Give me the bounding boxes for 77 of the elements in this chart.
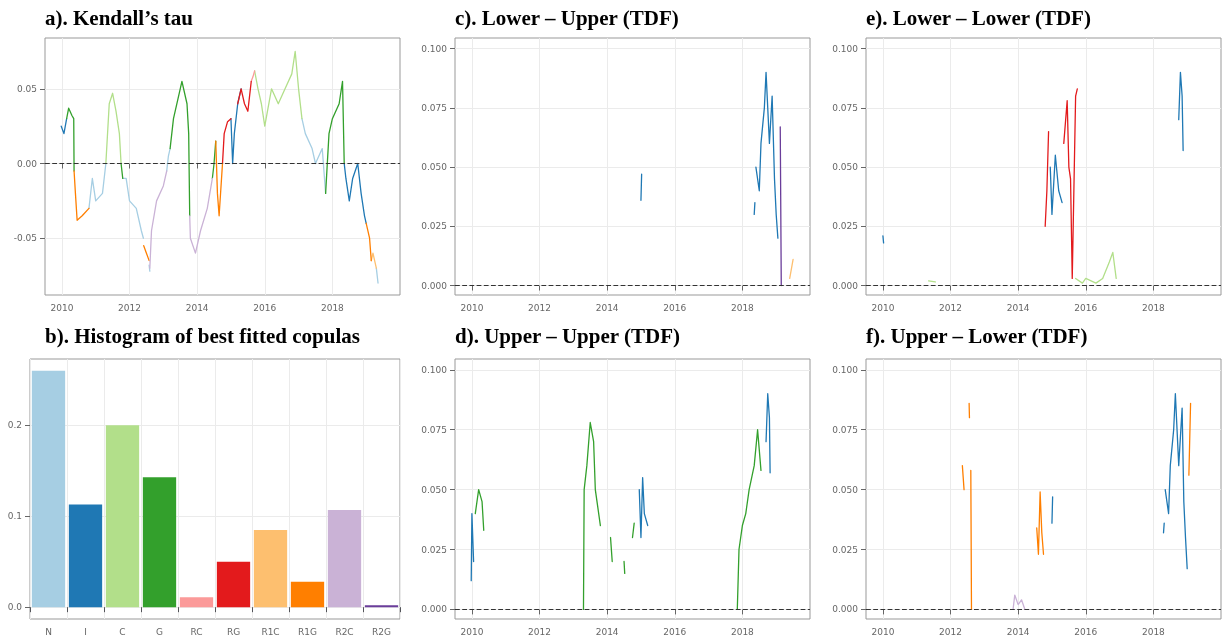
chart-title: d). Upper – Upper (TDF) [455,323,681,348]
y-tick-label: 0.050 [421,484,448,495]
x-tick-label: N [45,626,52,637]
bar [290,581,325,608]
x-tick-label: 2012 [528,626,552,637]
bar [216,561,251,608]
y-tick-label: 0.100 [831,364,858,375]
y-tick-label: 0.000 [831,604,858,615]
x-tick-label: I [84,626,87,637]
bar [68,504,103,608]
x-tick-label: 2014 [1006,302,1030,313]
x-tick-label: 2016 [1073,302,1098,313]
x-tick-label: 2010 [460,626,484,637]
y-tick-label: 0.100 [831,43,858,54]
y-tick-label: 0.1 [7,511,22,522]
bar [179,597,214,608]
x-tick-label: C [119,626,126,637]
x-tick-label: G [156,626,164,637]
x-tick-label: 2018 [731,626,755,637]
y-tick-label: 0.075 [831,424,858,435]
y-tick-label: 0.000 [831,280,858,291]
x-tick-label: R2C [335,626,354,637]
x-tick-label: RC [190,626,203,637]
y-tick-label: 0.050 [421,162,448,173]
bar [142,477,177,608]
x-tick-label: 2016 [253,302,277,313]
y-tick-label: 0.075 [421,424,448,435]
y-tick-label: 0.050 [831,484,858,495]
y-tick-label: 0.100 [421,43,448,54]
y-tick-label: 0.05 [16,83,37,94]
y-tick-label: 0.075 [421,102,448,113]
chart-title: e). Lower – Lower (TDF) [865,5,1091,30]
x-tick-label: 2010 [871,626,895,637]
bar [105,425,140,608]
y-tick-label: 0.025 [831,221,858,232]
x-tick-label: 2014 [596,626,620,637]
bar [253,529,288,608]
x-tick-label: R2G [372,626,391,637]
y-tick-label: 0.0 [7,602,23,613]
x-tick-label: 2014 [596,302,620,313]
x-tick-label: 2018 [1141,626,1165,637]
line-series [1012,594,1026,611]
x-tick-label: R1G [298,626,317,637]
x-tick-label: 2012 [938,626,962,637]
y-tick-label: 0.000 [421,604,448,615]
y-tick-label: 0.000 [421,280,448,291]
y-tick-label: 0.025 [421,544,448,555]
x-tick-label: 2014 [185,302,209,313]
x-tick-label: 2012 [118,302,141,313]
x-tick-label: 2018 [1141,302,1165,313]
x-tick-label: RG [226,626,241,637]
x-tick-label: 2010 [50,302,74,313]
x-tick-label: 2016 [663,302,687,313]
x-tick-label: 2010 [460,302,484,313]
y-tick-label: 0.050 [831,162,858,173]
chart-title: b). Histogram of best fitted copulas [45,323,360,348]
y-tick-label: 0.025 [421,221,448,232]
y-tick-label: 0.025 [831,544,858,555]
x-tick-label: 2018 [320,302,345,313]
x-tick-label: 2012 [528,302,552,313]
bar [327,509,362,608]
x-tick-label: 2010 [871,302,895,313]
y-tick-label: 0.2 [7,420,22,431]
y-tick-label: 0.00 [16,158,38,169]
chart-title: a). Kendall’s tau [45,5,194,30]
x-tick-label: 2016 [663,626,687,637]
y-tick-label: 0.075 [831,102,858,113]
bar [31,370,66,608]
x-tick-label: 2018 [731,302,755,313]
chart-title: c). Lower – Upper (TDF) [455,5,680,30]
x-tick-label: 2012 [938,302,962,313]
x-tick-label: R1C [261,626,280,637]
x-tick-label: 2016 [1073,626,1098,637]
y-tick-label: -0.05 [13,233,37,244]
y-tick-label: 0.100 [421,364,448,375]
chart-title: f). Upper – Lower (TDF) [865,323,1088,348]
x-tick-label: 2014 [1006,626,1030,637]
